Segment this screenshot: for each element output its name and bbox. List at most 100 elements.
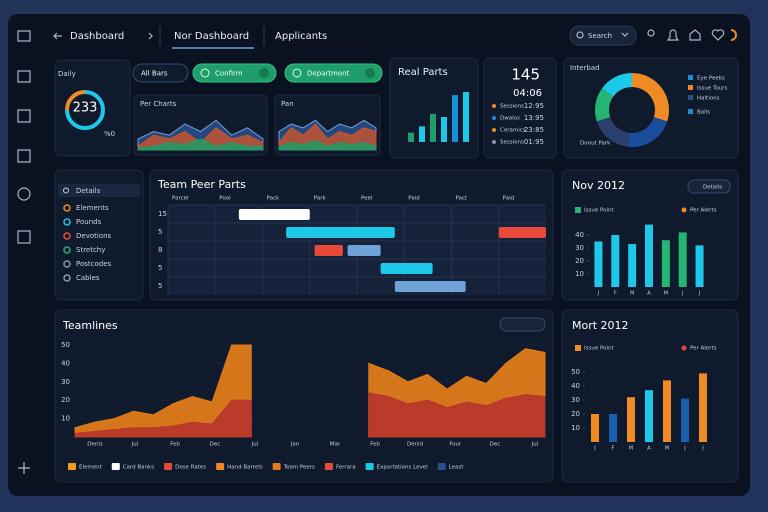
sidebar	[17, 30, 31, 474]
area-panel	[54, 309, 554, 483]
list-dot	[63, 232, 71, 240]
gantt-task	[380, 263, 433, 274]
x-tick-label: J	[698, 291, 700, 297]
heart-icon[interactable]	[711, 29, 725, 41]
chevron	[621, 32, 629, 37]
panel-button[interactable]	[687, 179, 731, 194]
bar	[609, 414, 617, 442]
y-tick-label: 30	[575, 244, 584, 252]
mini-chart-title: Per Charts	[140, 100, 177, 108]
stat-value: 01:95	[524, 138, 544, 146]
legend-label: Hand Barrels	[227, 465, 263, 471]
list-icon	[63, 187, 69, 194]
gauge-arc	[65, 90, 86, 111]
x-tick-label: Jul	[131, 442, 139, 448]
bar	[408, 132, 414, 142]
nav-icon[interactable]	[17, 230, 31, 244]
nav-icon[interactable]	[17, 70, 31, 83]
filter-pill[interactable]	[132, 63, 189, 83]
legend-swatch	[575, 345, 581, 351]
nav-icon[interactable]	[17, 30, 31, 42]
donut-footer: Donut Park	[580, 141, 611, 147]
legend-swatch	[437, 463, 446, 470]
stat-dot	[492, 128, 496, 132]
pill-icon	[259, 68, 269, 78]
x-tick-label: Denis	[87, 442, 103, 448]
gauge-note: %0	[104, 130, 115, 138]
panel-control[interactable]	[499, 317, 546, 332]
y-tick-label: 20	[61, 396, 70, 404]
donut-segment	[595, 88, 614, 122]
stat-label: Dwalos	[500, 116, 520, 122]
nav-icon[interactable]	[17, 149, 31, 163]
legend-swatch	[216, 463, 225, 470]
breadcrumb: Dashboard	[70, 31, 124, 42]
y-tick-label: 10	[571, 424, 580, 432]
gantt-column: Parcel	[172, 196, 189, 202]
x-tick-label: Jan	[290, 442, 300, 448]
filter-pill[interactable]	[284, 63, 383, 83]
list-item[interactable]: Pounds	[76, 218, 102, 226]
mini-area	[278, 123, 377, 151]
stat-value: 23:85	[524, 126, 544, 134]
status-icon	[730, 29, 737, 41]
x-tick-label: M	[665, 446, 669, 452]
back-button[interactable]	[53, 32, 62, 40]
legend-swatch	[688, 85, 693, 90]
user-icon[interactable]	[647, 29, 655, 37]
tab[interactable]: Applicants	[275, 31, 327, 42]
stat-value: 12:95	[524, 102, 544, 110]
x-tick-label: M	[629, 446, 633, 452]
panel-title: Teamlines	[62, 319, 118, 332]
gantt-column: Paid	[408, 196, 419, 202]
y-tick-label: 50	[571, 368, 580, 376]
bar	[441, 117, 447, 142]
list-item[interactable]: Postcodes	[76, 260, 112, 268]
legend-label: Haltions	[697, 96, 720, 102]
panel-title: Team Peer Parts	[157, 178, 246, 191]
search-box[interactable]	[569, 25, 637, 46]
list-item[interactable]: Devotions	[76, 232, 112, 240]
x-tick-label: J	[681, 291, 683, 297]
list-item[interactable]: Cables	[76, 274, 100, 282]
filter-pill[interactable]	[192, 63, 277, 83]
legend-label: Least	[449, 465, 465, 471]
stat-value: 13:95	[524, 114, 544, 122]
y-tick-label: 10	[61, 415, 70, 423]
bar	[663, 380, 671, 442]
bell-icon[interactable]	[666, 29, 680, 41]
panel-title: Interbad	[570, 64, 600, 72]
x-tick-label: A	[647, 446, 651, 452]
x-tick-label: Jul	[251, 442, 259, 448]
legend-label: Card Banks	[123, 465, 154, 471]
nav-icon[interactable]	[17, 109, 31, 123]
gauge-arc	[65, 90, 105, 130]
nav-icon[interactable]	[18, 462, 30, 474]
x-tick-label: Mar	[330, 442, 341, 448]
tab[interactable]: Nor Dashboard	[174, 31, 249, 42]
y-tick-label: 30	[61, 378, 70, 386]
legend-swatch	[575, 207, 581, 213]
x-tick-label: Dec	[210, 442, 221, 448]
y-tick-label: 30	[571, 396, 580, 404]
donut-segment	[631, 73, 669, 122]
nav-icon[interactable]	[17, 187, 31, 201]
x-tick-label: A	[647, 291, 651, 297]
y-tick-label: 20	[571, 410, 580, 418]
legend-label: Dose Rates	[175, 465, 206, 471]
x-tick-label: Foul	[449, 442, 461, 448]
home-icon[interactable]	[689, 29, 701, 41]
legend-label: Eye Peeks	[697, 76, 725, 82]
donut-segment	[627, 116, 668, 147]
pill-label: Confirm	[215, 70, 243, 78]
legend-swatch	[164, 463, 173, 470]
list-dot	[63, 246, 71, 254]
gantt-row-label: 8	[158, 246, 162, 254]
legend-swatch	[272, 463, 281, 470]
list-item[interactable]: Stretchy	[76, 246, 105, 254]
stat-label: Sessions	[500, 140, 524, 146]
legend-swatch	[68, 463, 76, 470]
list-item[interactable]: Elements	[76, 204, 109, 212]
bar	[611, 235, 620, 287]
mini-area	[137, 138, 264, 151]
